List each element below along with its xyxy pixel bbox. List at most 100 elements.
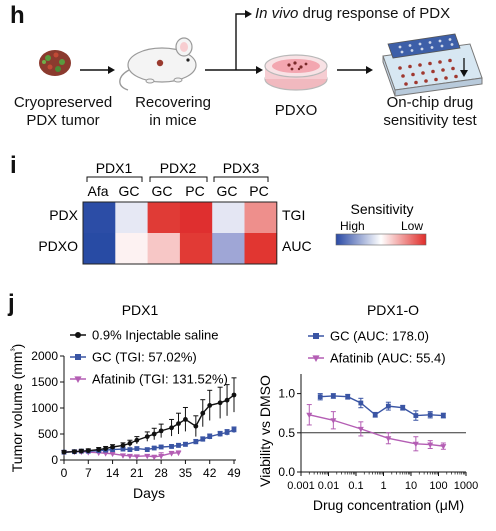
- legend: GC (AUC: 178.0) Afatinib (AUC: 55.4): [308, 329, 446, 366]
- x-tick-label: 14: [106, 466, 120, 480]
- x-tick-label: 42: [203, 466, 217, 480]
- data-point: [144, 453, 151, 460]
- x-tick-label: 100: [429, 480, 447, 492]
- heatmap-grid: [82, 201, 278, 265]
- in-vivo-italic: In vivo: [255, 5, 299, 22]
- data-point: [120, 443, 126, 448]
- legend-label: GC (TGI: 57.02%): [92, 350, 197, 365]
- column-label: Afa: [87, 183, 108, 199]
- data-point: [110, 444, 115, 450]
- heatmap-cell: [212, 233, 245, 265]
- series-line: [320, 395, 444, 417]
- row-label-right: TGI: [282, 207, 305, 223]
- data-point: [103, 446, 109, 451]
- row-label-right: AUC: [282, 238, 312, 254]
- data-point: [61, 449, 67, 455]
- data-point: [85, 448, 91, 454]
- data-point: [96, 447, 102, 452]
- y-tick-label: 2000: [31, 349, 58, 363]
- group-label: PDX3: [223, 160, 260, 176]
- y-axis-label: Viability vs DMSO: [257, 375, 273, 487]
- data-point: [176, 421, 181, 426]
- data-point: [412, 441, 419, 448]
- tumor-icon: [39, 50, 71, 76]
- legend-high-label: High: [340, 219, 365, 233]
- panel-h-letter: h: [10, 2, 25, 29]
- data-point: [175, 450, 182, 457]
- x-tick-label: 21: [130, 466, 144, 480]
- data-point: [312, 355, 320, 362]
- data-point: [169, 425, 174, 431]
- data-point: [72, 449, 77, 455]
- heatmap-cell: [83, 233, 116, 265]
- data-point: [207, 434, 213, 439]
- data-point: [224, 430, 230, 435]
- step-label-line: in mice: [149, 112, 197, 129]
- data-point: [231, 392, 237, 398]
- data-point: [231, 427, 237, 433]
- data-point: [144, 434, 150, 439]
- data-point: [158, 453, 165, 460]
- data-point: [224, 397, 230, 403]
- arrow-right-icon: [205, 66, 263, 74]
- x-tick-label: 28: [154, 466, 168, 480]
- legend-label: Afatinib (TGI: 131.52%): [92, 372, 228, 387]
- data-point: [134, 437, 140, 443]
- data-point: [158, 428, 164, 434]
- legend-title: Sensitivity: [350, 201, 413, 217]
- data-point: [183, 417, 188, 422]
- data-point: [78, 448, 84, 454]
- data-point: [306, 412, 313, 419]
- legend-colorbar: [335, 233, 427, 246]
- chart-title: PDX1: [122, 302, 159, 318]
- data-point: [317, 394, 323, 400]
- heatmap-cell: [115, 202, 148, 234]
- y-tick-label: 1000: [31, 401, 58, 415]
- data-point: [207, 403, 213, 408]
- data-point: [427, 442, 434, 448]
- data-point: [151, 454, 158, 461]
- step-label-line: PDXO: [274, 102, 318, 119]
- tumor-volume-chart: PDX1 0 500 1000 1500 2000 0 7 14 21 28 35 42 49 Days Tu…: [9, 302, 241, 501]
- data-point: [357, 426, 364, 433]
- legend-label: Afatinib (AUC: 55.4): [330, 351, 446, 366]
- x-tick-label: 35: [179, 466, 193, 480]
- step-label-pdxo: PDXO: [265, 102, 327, 120]
- data-point: [169, 444, 174, 449]
- group-brackets: [86, 176, 269, 182]
- group-label: PDX2: [160, 160, 197, 176]
- row-label: PDXO: [38, 238, 78, 254]
- data-point: [440, 413, 446, 418]
- heatmap-border: [82, 201, 278, 265]
- y-axis-label-sup: ³: [9, 348, 19, 351]
- arrow-up-branch-icon: [235, 10, 252, 70]
- data-point: [158, 444, 164, 450]
- y-axis-label: Tumor volume (mm³): [9, 344, 25, 473]
- data-point: [102, 451, 109, 457]
- step-label-mice: Recovering in mice: [128, 94, 218, 130]
- in-vivo-rest: drug response of PDX: [298, 5, 451, 22]
- legend: 0.9% Injectable saline GC (TGI: 57.02%) Af…: [70, 328, 228, 387]
- heatmap-cell: [212, 202, 245, 234]
- x-axis-label: Days: [133, 485, 165, 501]
- heatmap-cell: [115, 233, 148, 265]
- heatmap-cell: [147, 202, 181, 234]
- data-point: [385, 436, 392, 442]
- data-point: [183, 442, 188, 447]
- data-point: [176, 443, 181, 448]
- data-point: [193, 439, 199, 445]
- y-axis-label-end: ): [9, 344, 25, 349]
- group-label: PDX1: [96, 160, 133, 176]
- heatmap: PDX1 PDX2 PDX3 Afa GC GC PC GC PC PDX PD…: [38, 160, 427, 265]
- data-point: [75, 332, 81, 338]
- step-label-line: Recovering: [135, 94, 211, 111]
- data-point: [110, 447, 115, 452]
- column-label: PC: [249, 183, 268, 199]
- step-label-chip: On-chip drug sensitivity test: [370, 94, 490, 130]
- series-0: [61, 377, 237, 455]
- data-point: [134, 446, 140, 451]
- data-point: [372, 412, 378, 418]
- data-point: [109, 451, 116, 458]
- workflow-diagram: [39, 10, 483, 97]
